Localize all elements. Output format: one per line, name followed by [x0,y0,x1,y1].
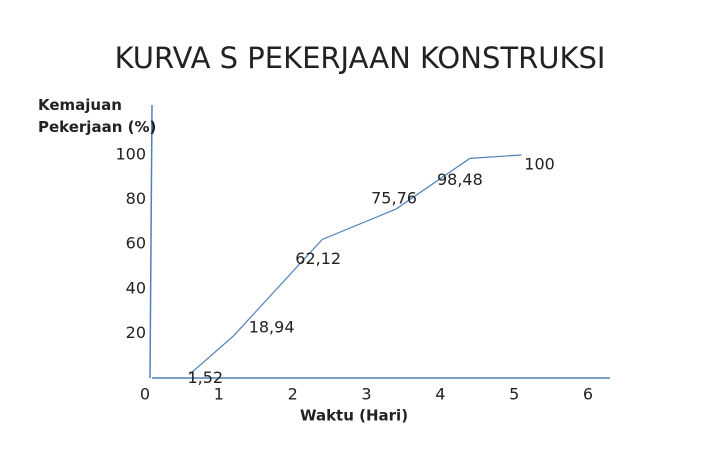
y-tick-label: 60 [126,234,146,253]
data-label: 18,94 [249,317,295,336]
data-label: 62,12 [295,249,341,268]
y-tick-label: 80 [126,189,146,208]
chart-title: KURVA S PEKERJAAN KONSTRUKSI [115,41,606,75]
x-tick-label: 1 [214,385,224,404]
data-label: 75,76 [371,189,417,208]
y-axis [149,104,153,379]
data-line [188,154,522,376]
x-tick-label: 6 [583,385,593,404]
x-axis-label: Waktu (Hari) [300,407,408,425]
y-tick-label: 100 [115,145,146,164]
data-label: 1,52 [187,368,223,387]
data-label: 100 [524,155,555,174]
y-tick-label: 20 [126,323,146,342]
data-label: 98,48 [437,170,483,189]
x-tick-label: 2 [288,385,298,404]
x-tick-label: 4 [435,385,445,404]
y-tick-label: 40 [126,278,146,297]
x-tick-label: 0 [140,385,150,404]
x-tick-label: 3 [361,385,371,404]
y-axis-label: Kemajuan Pekerjaan (%) [38,96,157,136]
x-tick-label: 5 [509,385,519,404]
